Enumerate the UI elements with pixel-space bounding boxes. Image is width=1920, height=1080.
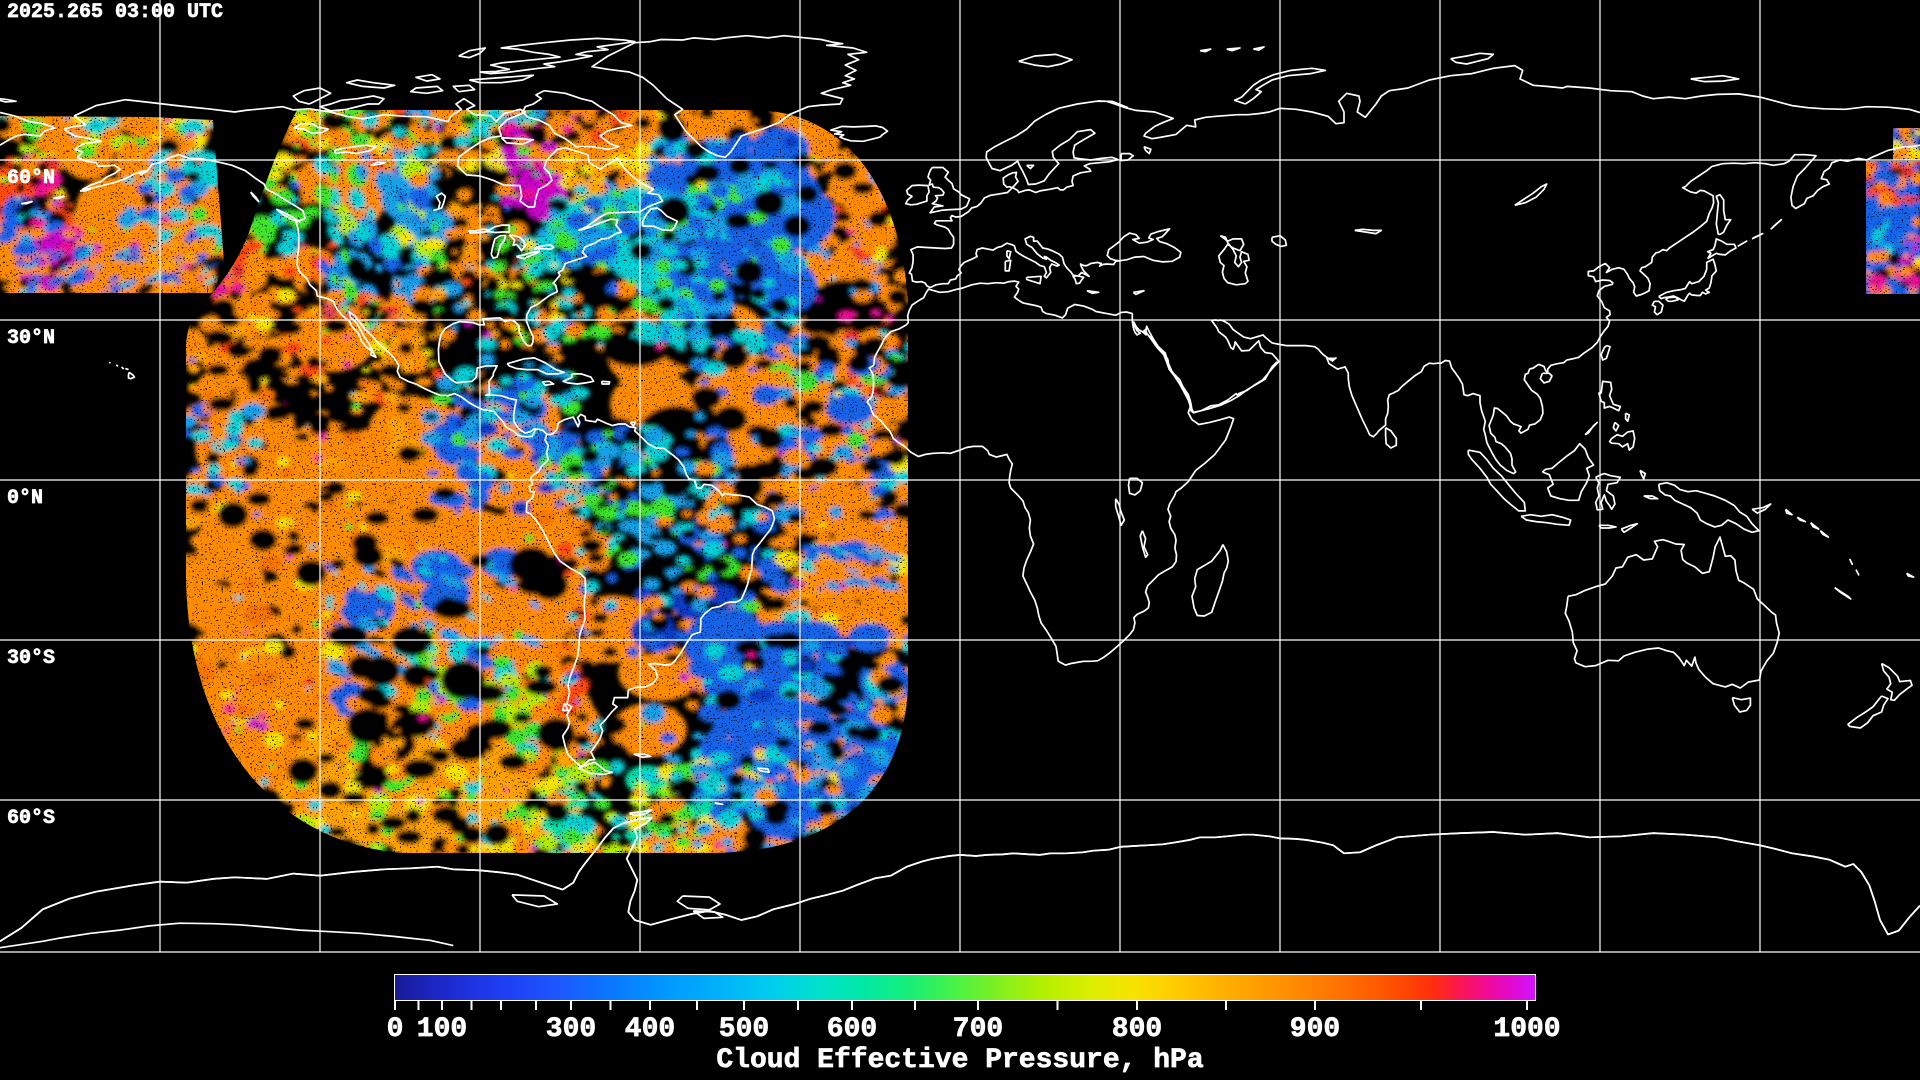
svg-text:2025.265 03:00 UTC: 2025.265 03:00 UTC (7, 1, 223, 24)
svg-text:0°N: 0°N (7, 487, 43, 510)
svg-text:Cloud Effective Pressure, hPa: Cloud Effective Pressure, hPa (716, 1045, 1203, 1076)
svg-text:30°S: 30°S (7, 647, 55, 670)
svg-text:0: 0 (387, 1014, 404, 1045)
svg-text:800: 800 (1112, 1014, 1162, 1045)
svg-text:400: 400 (625, 1014, 675, 1045)
svg-text:100: 100 (417, 1014, 467, 1045)
svg-text:900: 900 (1290, 1014, 1340, 1045)
svg-text:500: 500 (719, 1014, 769, 1045)
svg-text:60°N: 60°N (7, 167, 55, 190)
svg-text:700: 700 (953, 1014, 1003, 1045)
svg-text:1000: 1000 (1493, 1014, 1560, 1045)
svg-text:300: 300 (546, 1014, 596, 1045)
svg-text:600: 600 (827, 1014, 877, 1045)
svg-text:60°S: 60°S (7, 807, 55, 830)
svg-text:30°N: 30°N (7, 327, 55, 350)
